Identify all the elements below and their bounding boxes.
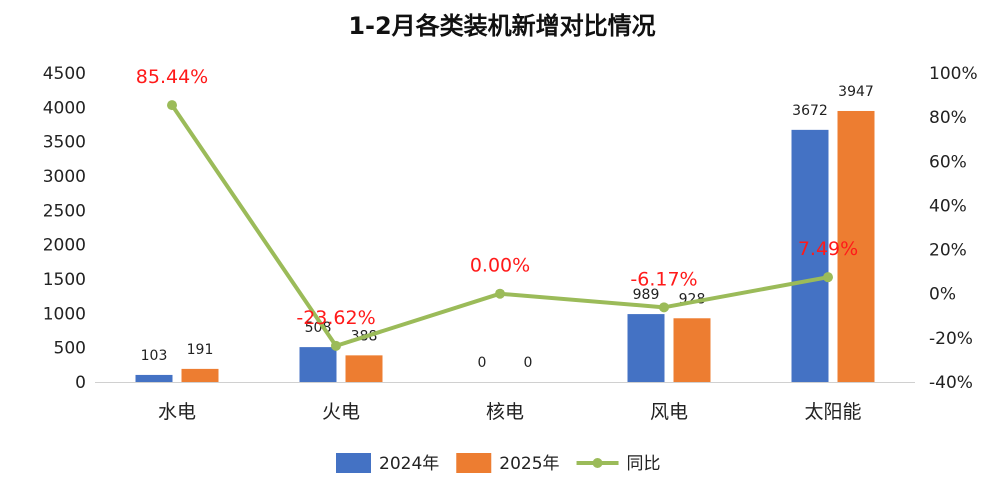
category-label: 火电 [322, 401, 360, 423]
yoy-value-label: -23.62% [296, 307, 375, 329]
bar-2025年 [181, 368, 219, 382]
chart-title: 1-2月各类装机新增对比情况 [348, 12, 655, 40]
left-tick-label: 4000 [43, 98, 86, 118]
category-label: 风电 [650, 401, 688, 423]
bar-2025年 [673, 318, 711, 382]
legend: 2024年 2025年 同比 [336, 453, 661, 474]
legend-label: 同比 [627, 454, 661, 474]
bar-value-label: 103 [141, 348, 168, 364]
right-tick-label: -20% [929, 329, 973, 349]
category-labels: 水电 火电 核电 风电 太阳能 [158, 401, 862, 423]
legend-marker [592, 458, 603, 468]
bar-value-label: 989 [633, 287, 660, 303]
left-tick-label: 4500 [43, 64, 86, 84]
bar-value-label: 191 [187, 342, 214, 358]
left-tick-label: 1000 [43, 304, 86, 324]
bar-value-label: 0 [524, 355, 533, 371]
yoy-line-group: 85.44% -23.62% 0.00% -6.17% 7.49% [136, 66, 858, 351]
category-label: 太阳能 [804, 401, 861, 423]
legend-label: 2024年 [379, 454, 439, 474]
category-label: 核电 [486, 401, 524, 423]
legend-label: 2025年 [499, 454, 559, 474]
legend-swatch [456, 453, 492, 473]
bar-2024年 [135, 374, 173, 382]
yoy-point [331, 340, 341, 351]
legend-swatch [336, 453, 371, 473]
right-tick-label: 20% [929, 241, 967, 261]
right-tick-label: -40% [929, 373, 973, 393]
yoy-value-label: 85.44% [136, 66, 208, 88]
left-tick-label: 0 [75, 373, 86, 393]
bar-2024年 [299, 347, 337, 382]
bar-2024年 [627, 314, 665, 382]
bar-value-label: 3672 [792, 103, 828, 119]
left-tick-label: 1500 [43, 270, 86, 290]
bar-value-label: 0 [478, 355, 487, 371]
left-tick-label: 2500 [43, 201, 86, 221]
left-axis-ticks: 0 500 1000 1500 2000 2500 3000 3500 4000 4500 [43, 64, 86, 393]
left-tick-label: 3000 [43, 167, 86, 187]
bar-2025年 [345, 355, 383, 382]
right-axis-ticks: -40% -20% 0% 20% 40% 60% 80% 100% [929, 64, 978, 393]
yoy-line [170, 104, 829, 348]
yoy-point [659, 302, 669, 313]
right-tick-label: 60% [929, 152, 967, 172]
bar-2024年 [791, 129, 829, 382]
right-tick-label: 0% [929, 285, 956, 305]
yoy-value-label: 0.00% [470, 255, 530, 277]
right-tick-label: 80% [929, 108, 967, 128]
yoy-point [495, 288, 505, 299]
right-tick-label: 100% [929, 64, 978, 84]
category-label: 水电 [158, 401, 196, 423]
bar-value-label: 3947 [838, 84, 874, 100]
yoy-value-label: 7.49% [798, 238, 858, 260]
right-tick-label: 40% [929, 196, 967, 216]
left-tick-label: 500 [54, 339, 86, 359]
left-tick-label: 3500 [43, 133, 86, 153]
yoy-value-label: -6.17% [630, 268, 697, 290]
left-tick-label: 2000 [43, 236, 86, 256]
yoy-point [167, 100, 177, 111]
bar-2025年 [837, 110, 875, 383]
yoy-point [823, 272, 833, 283]
